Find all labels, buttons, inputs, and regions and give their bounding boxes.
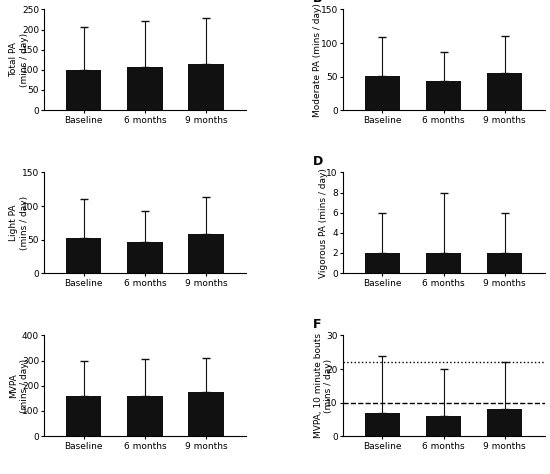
Y-axis label: Vigorous PA (mins / day): Vigorous PA (mins / day) [319,168,328,278]
Bar [426,81,461,110]
Text: D: D [312,155,323,168]
Bar [365,253,400,273]
Bar [66,237,102,273]
Bar [487,409,522,436]
Text: B: B [312,0,322,5]
Bar [426,253,461,273]
Bar [127,396,163,436]
Y-axis label: Moderate PA (mins / day): Moderate PA (mins / day) [314,3,322,117]
Y-axis label: MVPA
(mins / day): MVPA (mins / day) [9,359,29,413]
Bar [487,253,522,273]
Bar [66,70,102,110]
Y-axis label: MVPA, 10 minute bouts
(mins / day): MVPA, 10 minute bouts (mins / day) [314,333,333,438]
Bar [487,73,522,110]
Bar [426,416,461,436]
Text: F: F [312,318,321,331]
Bar [365,76,400,110]
Bar [127,242,163,273]
Bar [188,234,224,273]
Bar [188,64,224,110]
Y-axis label: Light PA
(mins / day): Light PA (mins / day) [9,196,29,250]
Y-axis label: Total PA
(mins / day): Total PA (mins / day) [9,33,29,87]
Bar [188,392,224,436]
Bar [66,396,102,436]
Bar [127,67,163,110]
Bar [365,412,400,436]
